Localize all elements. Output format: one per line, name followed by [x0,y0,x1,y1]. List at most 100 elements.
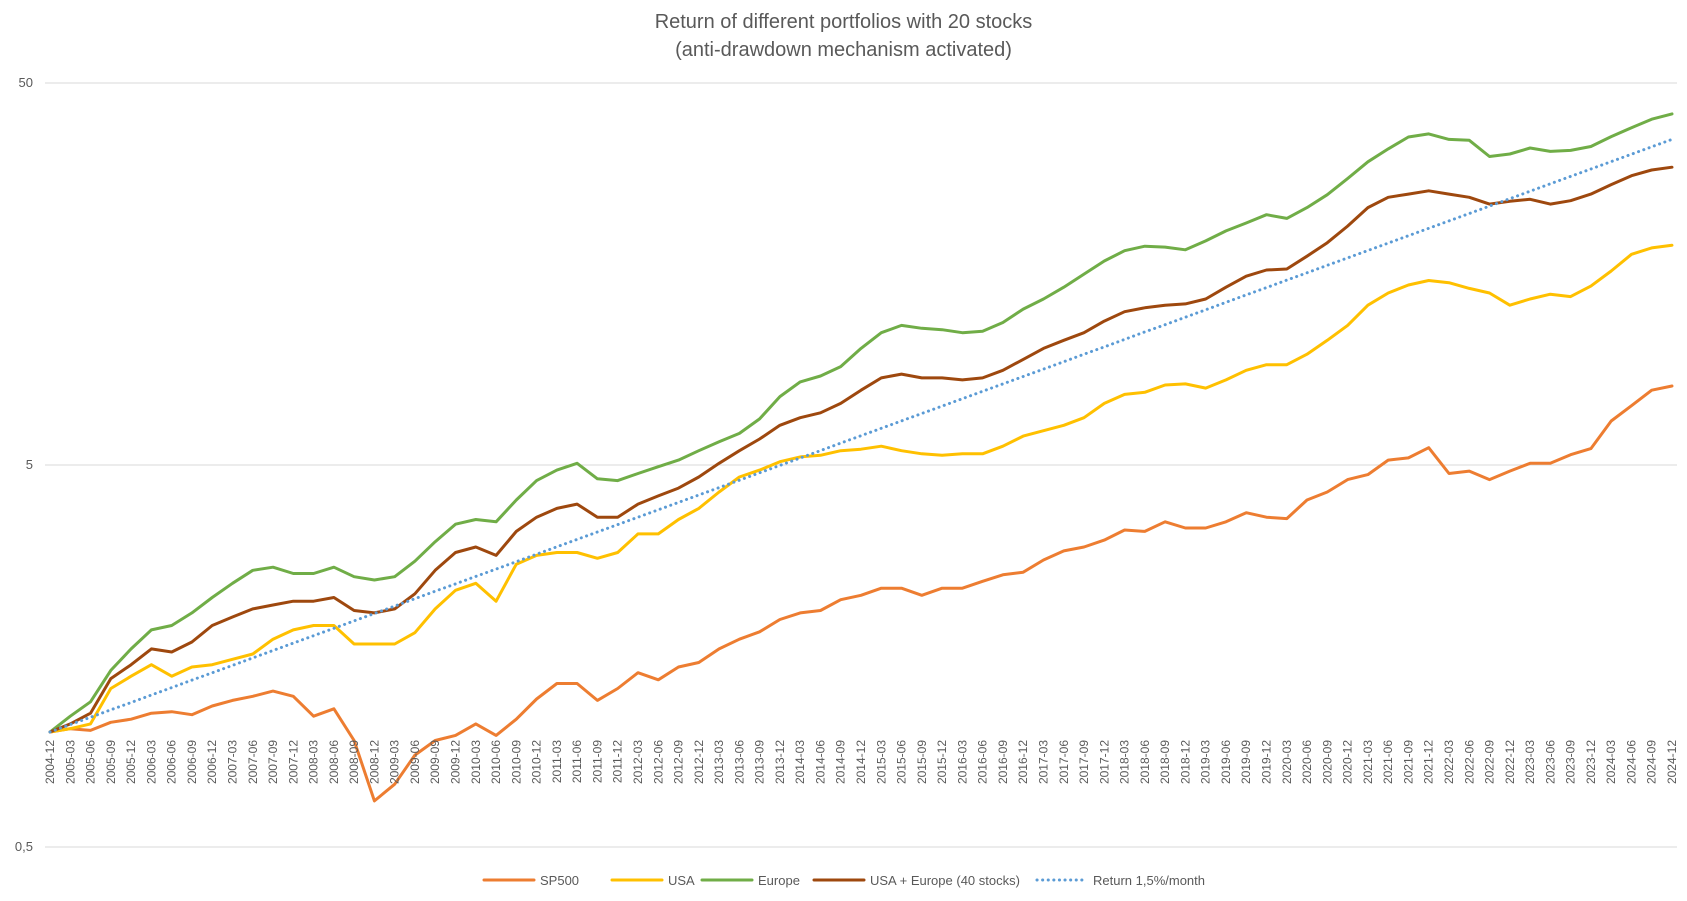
x-tick-label: 2023-12 [1584,740,1598,784]
x-tick-label: 2006-09 [185,740,199,784]
legend-label: USA [668,873,695,888]
x-tick-label: 2017-09 [1077,740,1091,784]
x-axis-ticks: 2004-12 2005-03 2005-06 2005-09 2005-12 2006-… [43,740,1679,784]
x-tick-label: 2015-03 [874,740,888,784]
x-tick-label: 2015-06 [895,740,909,784]
x-tick-label: 2007-06 [246,740,260,784]
series-line-sp500 [48,384,1674,803]
y-tick-label: 5 [26,457,33,472]
x-tick-label: 2008-06 [327,740,341,784]
x-tick-label: 2010-09 [509,740,523,784]
chart-title: Return of different portfolios with 20 s… [655,11,1033,33]
x-tick-label: 2007-12 [286,740,300,784]
x-tick-label: 2021-03 [1361,740,1375,784]
x-tick-label: 2017-03 [1037,740,1051,784]
x-tick-label: 2005-03 [63,740,77,784]
x-tick-label: 2013-12 [773,740,787,784]
x-tick-label: 2014-09 [834,740,848,784]
series-line-usa [48,243,1674,734]
x-tick-label: 2006-03 [144,740,158,784]
x-tick-label: 2008-09 [347,740,361,784]
x-tick-label: 2023-09 [1564,740,1578,784]
x-tick-label: 2012-09 [672,740,686,784]
y-tick-label: 50 [19,75,33,90]
x-tick-label: 2018-06 [1138,740,1152,784]
x-tick-label: 2014-12 [854,740,868,784]
x-tick-label: 2008-03 [307,740,321,784]
x-tick-label: 2013-09 [753,740,767,784]
x-tick-label: 2015-12 [935,740,949,784]
x-tick-label: 2022-12 [1503,740,1517,784]
x-tick-label: 2010-12 [530,740,544,784]
x-tick-label: 2008-12 [367,740,381,784]
legend-label: Europe [758,873,800,888]
x-tick-label: 2021-12 [1422,740,1436,784]
x-tick-label: 2015-09 [915,740,929,784]
x-tick-label: 2005-09 [104,740,118,784]
x-tick-label: 2005-06 [84,740,98,784]
x-tick-label: 2024-09 [1645,740,1659,784]
x-tick-label: 2006-12 [205,740,219,784]
gridlines [45,82,1677,848]
x-tick-label: 2007-09 [266,740,280,784]
series-line-return-1-5-month [48,137,1674,734]
x-tick-label: 2012-12 [692,740,706,784]
x-tick-label: 2011-12 [611,740,625,783]
x-tick-label: 2012-03 [631,740,645,784]
x-tick-label: 2011-03 [550,740,564,783]
x-tick-label: 2019-12 [1260,740,1274,784]
x-tick-label: 2023-03 [1523,740,1537,784]
x-tick-label: 2014-06 [814,740,828,784]
x-tick-label: 2024-12 [1665,740,1679,784]
x-tick-label: 2017-12 [1097,740,1111,784]
plot-area [48,112,1674,803]
y-tick-label: 0,5 [15,839,33,854]
x-tick-label: 2016-06 [976,740,990,784]
x-tick-label: 2011-06 [570,740,584,783]
x-tick-label: 2021-09 [1401,740,1415,784]
x-tick-label: 2009-03 [388,740,402,784]
series-line-usa-europe-40-stocks [48,165,1674,734]
y-axis-ticks: 0,5 5 50 [15,75,33,854]
x-tick-label: 2006-06 [165,740,179,784]
x-tick-label: 2010-06 [489,740,503,784]
chart-subtitle: (anti-drawdown mechanism activated) [675,39,1012,61]
x-tick-label: 2019-03 [1199,740,1213,784]
x-tick-label: 2013-06 [732,740,746,784]
x-tick-label: 2019-09 [1239,740,1253,784]
x-tick-label: 2016-12 [1016,740,1030,784]
x-tick-label: 2012-06 [651,740,665,784]
x-tick-label: 2017-06 [1057,740,1071,784]
x-tick-label: 2018-12 [1178,740,1192,784]
x-tick-label: 2016-09 [996,740,1010,784]
x-tick-label: 2024-03 [1604,740,1618,784]
x-tick-label: 2005-12 [124,740,138,784]
x-tick-label: 2022-06 [1462,740,1476,784]
series-line-europe [48,112,1674,734]
x-tick-label: 2022-03 [1442,740,1456,784]
x-tick-label: 2010-03 [469,740,483,784]
legend-label: Return 1,5%/month [1093,873,1205,888]
x-tick-label: 2022-09 [1483,740,1497,784]
x-tick-label: 2021-06 [1381,740,1395,784]
x-tick-label: 2024-06 [1625,740,1639,784]
x-tick-label: 2020-03 [1280,740,1294,784]
x-tick-label: 2009-12 [449,740,463,784]
x-tick-label: 2018-03 [1118,740,1132,784]
x-tick-label: 2020-12 [1341,740,1355,784]
x-tick-label: 2020-09 [1320,740,1334,784]
x-tick-label: 2016-03 [955,740,969,784]
legend-label: USA + Europe (40 stocks) [870,873,1020,888]
legend: SP500 USA Europe USA + Europe (40 stocks) Re… [482,873,1205,888]
x-tick-label: 2004-12 [43,740,57,784]
x-tick-label: 2018-09 [1158,740,1172,784]
x-tick-label: 2013-03 [712,740,726,784]
x-tick-label: 2009-06 [408,740,422,784]
x-tick-label: 2014-03 [793,740,807,784]
x-tick-label: 2023-06 [1543,740,1557,784]
x-tick-label: 2009-09 [428,740,442,784]
legend-label: SP500 [540,873,579,888]
x-tick-label: 2019-06 [1219,740,1233,784]
